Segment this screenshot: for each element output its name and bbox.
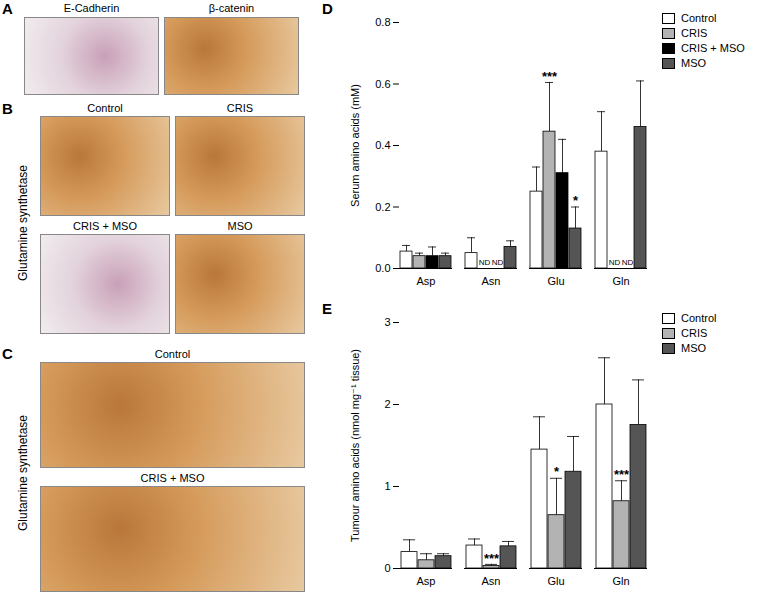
- html-text:D: D: [322, 0, 333, 17]
- svg-text:*: *: [554, 464, 560, 479]
- svg-text:ND: ND: [609, 258, 621, 267]
- html-text:Control: Control: [154, 348, 191, 360]
- svg-text:***: ***: [484, 551, 500, 566]
- svg-text:Serum amino acids (mM): Serum amino acids (mM): [349, 84, 361, 207]
- svg-text:Asp: Asp: [417, 275, 436, 287]
- html-text:CRIS + MSO: CRIS + MSO: [681, 42, 745, 54]
- svg-text:0: 0: [384, 562, 390, 574]
- html-text:Control: Control: [681, 312, 717, 324]
- html-text:A: A: [2, 0, 13, 17]
- svg-text:Glu: Glu: [547, 275, 564, 287]
- html-text:E-Cadherin: E-Cadherin: [63, 2, 120, 14]
- svg-text:2: 2: [384, 398, 390, 410]
- html-text:CRIS: CRIS: [681, 27, 708, 39]
- svg-text:Glu: Glu: [547, 575, 564, 587]
- svg-text:3: 3: [384, 316, 390, 328]
- svg-text:0.8: 0.8: [375, 16, 390, 28]
- svg-text:*: *: [573, 193, 579, 208]
- html-text:CRIS: CRIS: [681, 327, 708, 339]
- svg-text:ND: ND: [479, 258, 491, 267]
- svg-text:Gln: Gln: [612, 575, 629, 587]
- svg-text:***: ***: [614, 467, 630, 482]
- html-text:Control: Control: [87, 102, 123, 114]
- svg-text:Gln: Gln: [612, 275, 629, 287]
- svg-text:0.6: 0.6: [375, 78, 390, 90]
- html-text:B: B: [2, 100, 13, 117]
- html-text:MSO: MSO: [227, 220, 253, 232]
- html-text:CRIS: CRIS: [226, 102, 254, 114]
- svg-text:1: 1: [384, 480, 390, 492]
- html-text:Glutamine synthetase: Glutamine synthetase: [16, 165, 30, 281]
- svg-text:0.2: 0.2: [375, 201, 390, 213]
- svg-text:0.0: 0.0: [375, 262, 390, 274]
- html-text:β-catenin: β-catenin: [208, 2, 255, 14]
- svg-text:Tumour amino acids (nmol mg⁻¹: Tumour amino acids (nmol mg⁻¹ tissue): [349, 349, 361, 542]
- html-text:CRIS + MSO: CRIS + MSO: [140, 472, 205, 484]
- html-text:Control: Control: [681, 12, 717, 24]
- svg-text:Asn: Asn: [482, 575, 501, 587]
- svg-text:0.4: 0.4: [375, 139, 390, 151]
- svg-text:ND: ND: [622, 258, 634, 267]
- svg-text:***: ***: [542, 69, 558, 84]
- html-text:MSO: MSO: [681, 342, 707, 354]
- html-text:E: E: [322, 300, 332, 317]
- svg-text:Asp: Asp: [417, 575, 436, 587]
- html-text:C: C: [2, 345, 13, 362]
- svg-text:ND: ND: [492, 258, 504, 267]
- svg-text:Asn: Asn: [482, 275, 501, 287]
- html-text:CRIS + MSO: CRIS + MSO: [73, 220, 137, 232]
- html-text:MSO: MSO: [681, 57, 707, 69]
- html-text:Glutamine synthetase: Glutamine synthetase: [16, 415, 30, 531]
